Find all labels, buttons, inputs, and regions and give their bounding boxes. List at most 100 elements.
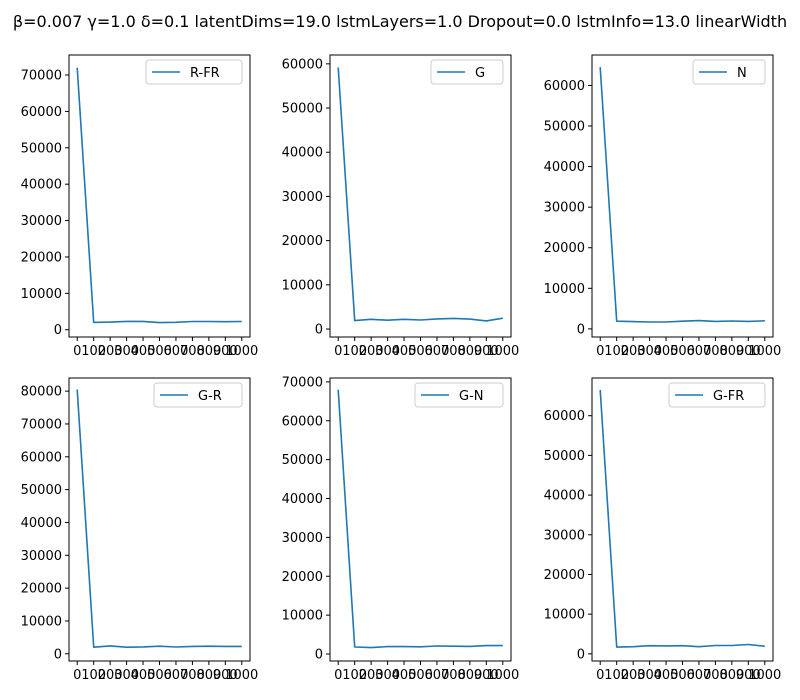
- y-tick-label: 30000: [21, 549, 62, 564]
- y-tick-label: 20000: [21, 582, 62, 597]
- x-tick-label: 0: [73, 668, 81, 683]
- y-tick-label: 60000: [544, 79, 585, 94]
- y-tick-label: 40000: [282, 146, 323, 161]
- y-tick-label: 40000: [21, 516, 62, 531]
- legend-label: G: [475, 66, 485, 81]
- y-tick-label: 20000: [21, 250, 62, 265]
- y-tick-label: 10000: [544, 608, 585, 623]
- x-tick-label: 600: [164, 668, 189, 683]
- x-tick-label: 1000: [486, 668, 519, 683]
- legend: R-FR: [145, 59, 243, 85]
- x-tick-label: 200: [98, 668, 123, 683]
- y-tick-label: 70000: [21, 417, 62, 432]
- legend: G-FR: [668, 382, 766, 408]
- x-tick-label: 300: [114, 344, 139, 359]
- x-tick-label: 500: [670, 344, 695, 359]
- series-line: [599, 67, 765, 323]
- y-tick-label: 60000: [21, 450, 62, 465]
- x-tick-label: 400: [131, 344, 156, 359]
- x-tick-label: 500: [147, 668, 172, 683]
- y-tick-label: 30000: [544, 201, 585, 216]
- x-tick-label: 1000: [748, 344, 781, 359]
- y-tick-label: 10000: [282, 609, 323, 624]
- x-tick-label: 300: [637, 344, 662, 359]
- x-tick-label: 300: [637, 668, 662, 683]
- x-tick-label: 100: [81, 668, 106, 683]
- series-line: [76, 67, 242, 324]
- x-tick-label: 900: [213, 344, 238, 359]
- y-tick-label: 30000: [544, 528, 585, 543]
- x-tick-label: 900: [736, 668, 761, 683]
- x-tick-label: 300: [375, 668, 400, 683]
- x-tick-label: 800: [457, 344, 482, 359]
- x-tick-label: 0: [596, 668, 604, 683]
- x-tick-label: 300: [375, 344, 400, 359]
- x-tick-label: 200: [621, 668, 646, 683]
- x-tick-label: 400: [392, 668, 417, 683]
- legend: G: [430, 59, 504, 85]
- subplot-4: 0100002000030000400005000060000700008000…: [21, 377, 258, 683]
- x-tick-label: 900: [474, 668, 499, 683]
- x-tick-label: 500: [670, 668, 695, 683]
- y-tick-label: 50000: [544, 449, 585, 464]
- x-tick-label: 300: [114, 668, 139, 683]
- x-tick-label: 200: [359, 344, 384, 359]
- axes-frame: [591, 54, 774, 338]
- x-tick-label: 400: [654, 668, 679, 683]
- axes-frame: [329, 377, 512, 662]
- axes-frame: [329, 54, 512, 338]
- x-tick-label: 200: [359, 668, 384, 683]
- x-tick-label: 700: [180, 668, 205, 683]
- legend-box: [414, 382, 504, 408]
- x-tick-label: 700: [180, 344, 205, 359]
- y-tick-label: 70000: [21, 69, 62, 84]
- figure-title-text: β=0.007 γ=1.0 δ=0.1 latentDims=19.0 lstm…: [12, 12, 788, 31]
- x-tick-label: 500: [408, 668, 433, 683]
- y-tick-label: 10000: [282, 278, 323, 293]
- legend-box: [668, 382, 766, 408]
- x-tick-label: 900: [736, 344, 761, 359]
- x-tick-label: 100: [81, 344, 106, 359]
- x-tick-label: 100: [604, 344, 629, 359]
- x-tick-label: 100: [342, 344, 367, 359]
- y-tick-label: 20000: [282, 234, 323, 249]
- legend: G-N: [414, 382, 504, 408]
- x-tick-label: 600: [425, 668, 450, 683]
- y-tick-label: 20000: [544, 568, 585, 583]
- x-tick-label: 800: [719, 344, 744, 359]
- legend-box: [430, 59, 504, 85]
- x-tick-label: 400: [654, 344, 679, 359]
- x-tick-label: 400: [392, 344, 417, 359]
- y-tick-label: 0: [54, 323, 62, 338]
- x-tick-label: 500: [408, 344, 433, 359]
- x-tick-label: 900: [213, 668, 238, 683]
- axes-frame: [591, 377, 774, 662]
- y-tick-label: 20000: [544, 241, 585, 256]
- y-tick-label: 50000: [282, 102, 323, 117]
- y-tick-label: 30000: [282, 190, 323, 205]
- x-tick-label: 1000: [225, 668, 258, 683]
- x-tick-label: 0: [334, 344, 342, 359]
- legend-label: R-FR: [190, 66, 220, 81]
- x-tick-label: 0: [73, 344, 81, 359]
- x-tick-label: 100: [342, 668, 367, 683]
- x-tick-label: 200: [98, 344, 123, 359]
- legend-label: G-R: [198, 389, 222, 404]
- y-tick-label: 0: [577, 647, 585, 662]
- x-tick-label: 700: [441, 344, 466, 359]
- x-tick-label: 1000: [748, 668, 781, 683]
- y-tick-label: 40000: [544, 489, 585, 504]
- x-tick-label: 800: [457, 668, 482, 683]
- y-tick-label: 50000: [21, 483, 62, 498]
- y-tick-label: 20000: [282, 570, 323, 585]
- x-tick-label: 700: [703, 344, 728, 359]
- y-tick-label: 10000: [21, 287, 62, 302]
- x-tick-label: 600: [164, 344, 189, 359]
- legend-label: N: [737, 66, 747, 81]
- x-tick-label: 700: [441, 668, 466, 683]
